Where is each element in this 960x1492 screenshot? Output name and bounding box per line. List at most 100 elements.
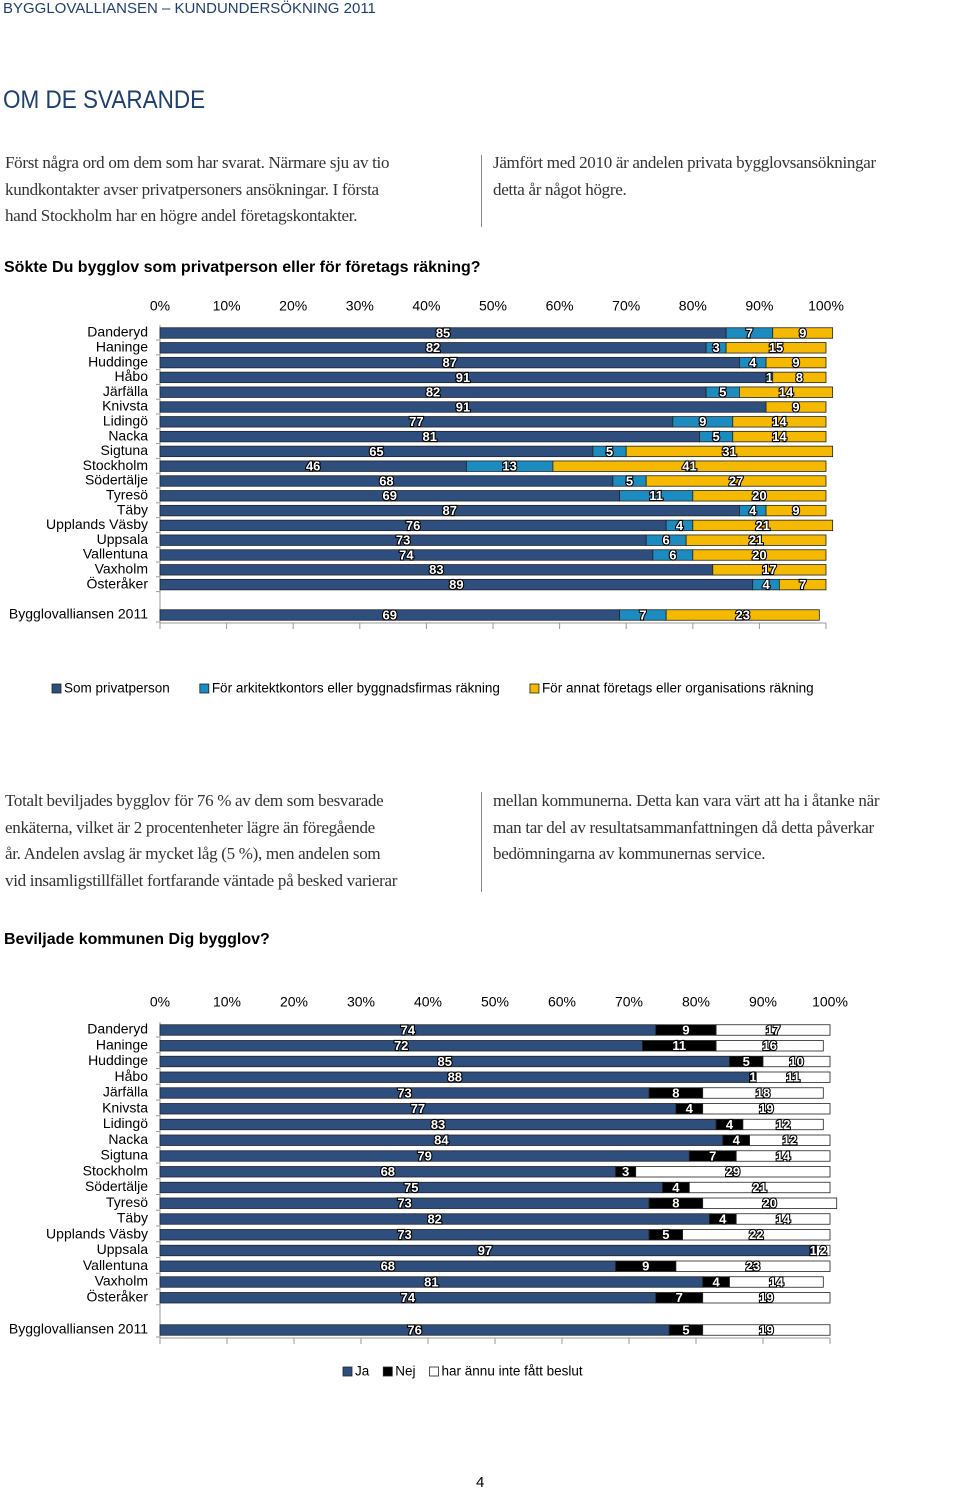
value-label: 81 xyxy=(422,429,436,444)
category-label: Håbo xyxy=(115,368,149,384)
value-label: 29 xyxy=(726,1164,740,1179)
category-label: Huddinge xyxy=(88,353,148,369)
value-label: 5 xyxy=(606,444,613,459)
legend-label: Nej xyxy=(395,1364,415,1379)
bar-segment xyxy=(692,549,827,561)
legend-label: Som privatperson xyxy=(64,681,170,696)
category-label: Täby xyxy=(117,501,148,517)
value-label: 85 xyxy=(438,1054,452,1069)
value-label: 69 xyxy=(383,488,397,503)
value-label: 82 xyxy=(427,1211,441,1226)
category-label: Nacka xyxy=(108,1131,148,1147)
category-label: Järfälla xyxy=(103,383,148,399)
category-label: Håbo xyxy=(115,1068,149,1084)
value-label: 8 xyxy=(796,370,803,385)
value-label: 89 xyxy=(449,577,463,592)
value-label: 91 xyxy=(456,370,470,385)
text-line: bedömningarna av kommunernas service. xyxy=(493,844,766,863)
bar-segment xyxy=(702,1087,824,1099)
value-label: 82 xyxy=(426,340,440,355)
category-label: Nacka xyxy=(108,427,148,443)
bar-segment xyxy=(685,534,827,546)
bar-segment xyxy=(739,386,834,398)
x-tick-label: 70% xyxy=(615,994,643,1010)
category-label: Tyresö xyxy=(106,487,148,503)
value-label: 82 xyxy=(426,385,440,400)
bar-segment xyxy=(732,416,827,428)
legend-label: Ja xyxy=(355,1364,370,1379)
value-label: 1 xyxy=(766,370,773,385)
category-label: Huddinge xyxy=(88,1052,148,1068)
value-label: 3 xyxy=(622,1164,629,1179)
bar-segment xyxy=(735,1213,831,1225)
value-label: 14 xyxy=(769,1274,784,1289)
value-label: 91 xyxy=(456,399,470,414)
bar-segment xyxy=(729,1276,824,1288)
category-label: Uppsala xyxy=(97,1241,149,1257)
x-tick-label: 40% xyxy=(414,994,442,1010)
category-label: Knivsta xyxy=(102,1099,148,1115)
value-label: 7 xyxy=(799,577,806,592)
divider xyxy=(481,792,482,892)
value-label: 19 xyxy=(759,1290,773,1305)
value-label: 19 xyxy=(759,1101,773,1116)
value-label: 4 xyxy=(676,518,684,533)
chart-title: Beviljade kommunen Dig bygglov? xyxy=(4,931,270,948)
value-label: 9 xyxy=(682,1022,689,1037)
value-label: 7 xyxy=(639,607,646,622)
bar-segment xyxy=(765,401,827,413)
value-label: 4 xyxy=(712,1274,720,1289)
value-label: 84 xyxy=(434,1133,449,1148)
x-tick-label: 30% xyxy=(346,298,374,314)
value-label: 15 xyxy=(769,340,783,355)
bar-segment xyxy=(688,1181,831,1194)
bar-segment xyxy=(765,504,827,517)
text-line: hand Stockholm har en högre andel företa… xyxy=(5,206,358,225)
category-label: Täby xyxy=(117,1210,148,1226)
body-right: mellan kommunerna. Detta kan vara värt a… xyxy=(493,788,879,868)
legend-swatch xyxy=(342,1366,353,1377)
value-label: 87 xyxy=(442,503,456,518)
category-label: Järfälla xyxy=(103,1084,148,1100)
value-label: 9 xyxy=(799,325,806,340)
legend-swatch xyxy=(199,683,210,694)
bar-segment xyxy=(778,578,827,591)
x-tick-label: 20% xyxy=(280,994,308,1010)
body-left: Totalt beviljades bygglov för 76 % av de… xyxy=(5,788,397,894)
value-label: 81 xyxy=(424,1274,438,1289)
value-label: 73 xyxy=(397,1227,411,1242)
category-label: Södertälje xyxy=(85,1178,148,1194)
value-label: 9 xyxy=(792,503,799,518)
bar-segment xyxy=(772,327,834,339)
value-label: 4 xyxy=(686,1101,694,1116)
x-tick-label: 10% xyxy=(213,298,241,314)
value-label: 4 xyxy=(762,577,770,592)
category-label: Vaxholm xyxy=(95,561,148,577)
category-label: Upplands Väsby xyxy=(46,1225,148,1241)
x-tick-label: 100% xyxy=(808,298,844,314)
bar-segment xyxy=(772,371,827,384)
category-label: Danderyd xyxy=(87,1021,148,1037)
bar-segment xyxy=(552,460,827,472)
value-label: 5 xyxy=(682,1322,689,1337)
x-tick-label: 80% xyxy=(682,994,710,1010)
value-label: 5 xyxy=(712,429,719,444)
value-label: 27 xyxy=(729,473,743,488)
x-tick-label: 0% xyxy=(150,298,170,314)
category-label: Haninge xyxy=(96,1036,148,1052)
bar-segment xyxy=(635,1166,831,1178)
category-label: Vallentuna xyxy=(83,1257,148,1273)
value-label: 5 xyxy=(743,1054,750,1069)
value-label: 4 xyxy=(726,1117,734,1132)
value-label: 7 xyxy=(676,1290,683,1305)
x-tick-label: 60% xyxy=(548,994,576,1010)
value-label: 1 xyxy=(749,1070,756,1085)
legend-swatch xyxy=(51,683,62,694)
value-label: 9 xyxy=(792,399,799,414)
bar-segment xyxy=(682,1229,831,1241)
legend-swatch xyxy=(429,1366,439,1377)
value-label: 88 xyxy=(448,1070,462,1085)
bar-segment xyxy=(712,564,827,576)
category-label: Bygglovalliansen 2011 xyxy=(9,606,148,622)
